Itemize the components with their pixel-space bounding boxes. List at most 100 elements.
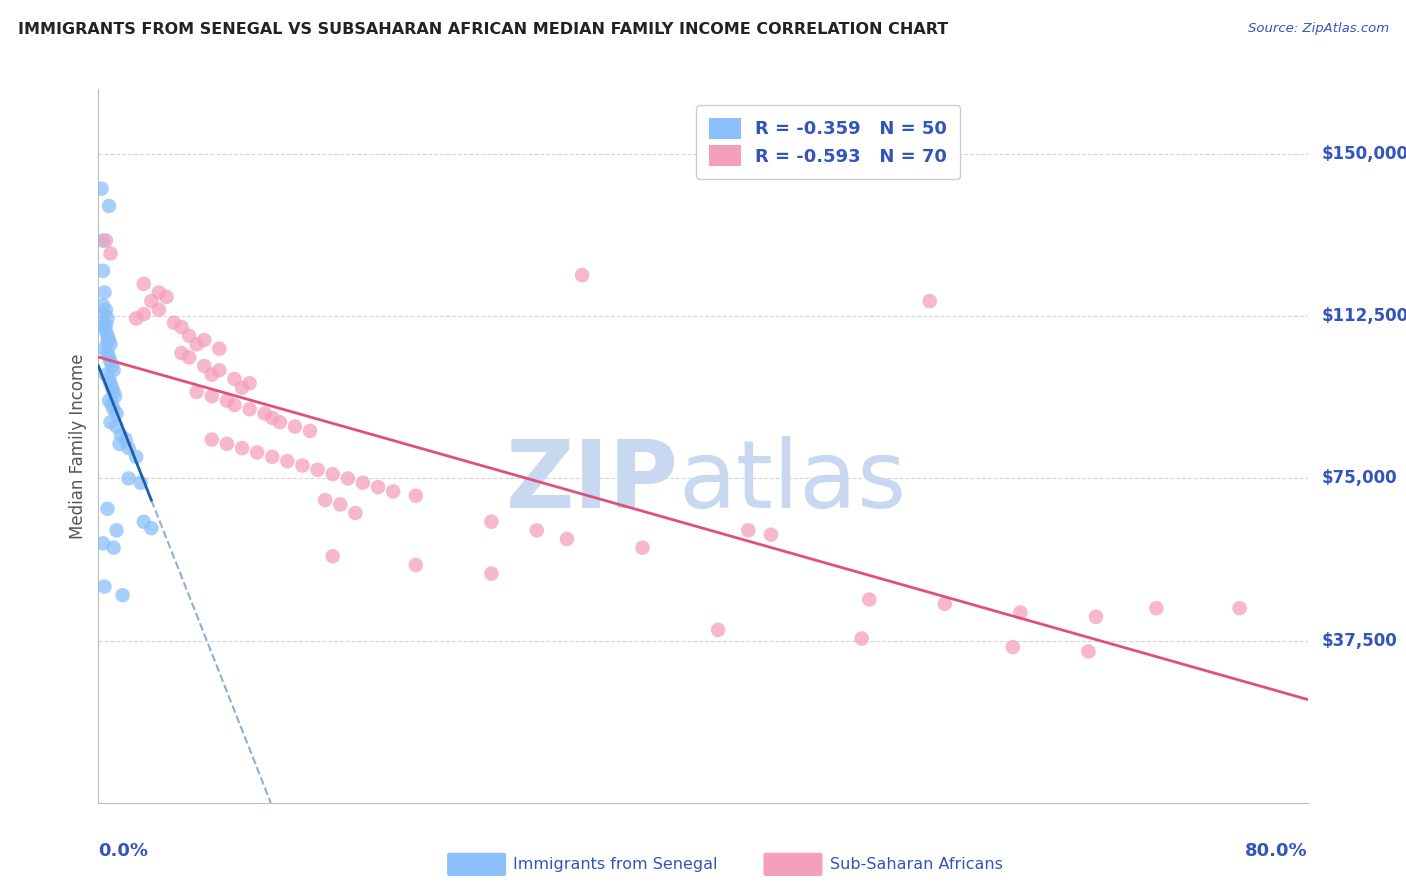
Text: atlas: atlas <box>679 435 907 528</box>
Point <box>132 515 155 529</box>
Point <box>114 433 136 447</box>
Point <box>100 376 122 391</box>
Point <box>90 182 112 196</box>
Point <box>111 588 134 602</box>
Point <box>737 524 759 538</box>
Point <box>93 580 115 594</box>
Point <box>93 320 115 334</box>
Point <box>105 419 128 434</box>
Point <box>322 549 344 564</box>
Point <box>94 318 117 332</box>
Point <box>707 623 730 637</box>
Point <box>481 515 503 529</box>
Point <box>108 437 131 451</box>
Point <box>186 337 208 351</box>
Point <box>91 316 114 330</box>
Point <box>141 294 163 309</box>
Point <box>105 407 128 421</box>
Point <box>1229 601 1251 615</box>
Point <box>98 199 121 213</box>
Point <box>91 536 114 550</box>
Point <box>262 410 284 425</box>
Point <box>155 290 177 304</box>
Point <box>299 424 322 438</box>
Point <box>322 467 344 482</box>
Point <box>851 632 873 646</box>
Text: Sub-Saharan Africans: Sub-Saharan Africans <box>830 857 1002 871</box>
Point <box>98 333 121 347</box>
Point <box>262 450 284 464</box>
Point <box>96 328 118 343</box>
Point <box>125 450 148 464</box>
Point <box>239 376 262 391</box>
Point <box>132 277 155 291</box>
Point <box>291 458 314 473</box>
Point <box>934 597 956 611</box>
Point <box>105 524 128 538</box>
Point <box>918 294 941 309</box>
Point <box>481 566 503 581</box>
Point <box>314 493 336 508</box>
Text: 80.0%: 80.0% <box>1244 842 1308 860</box>
Point <box>96 346 118 360</box>
Point <box>101 359 124 373</box>
Point <box>118 471 141 485</box>
Point <box>571 268 593 282</box>
Point <box>100 354 122 368</box>
Point <box>101 398 124 412</box>
Point <box>148 285 170 300</box>
Text: $37,500: $37,500 <box>1322 632 1398 649</box>
Point <box>110 428 132 442</box>
Point <box>104 389 127 403</box>
Point <box>231 381 253 395</box>
Point <box>129 475 152 490</box>
Text: $75,000: $75,000 <box>1322 469 1398 487</box>
Point <box>276 454 298 468</box>
Point <box>118 441 141 455</box>
Point <box>1085 610 1108 624</box>
Point <box>94 368 117 382</box>
Point <box>98 372 121 386</box>
Y-axis label: Median Family Income: Median Family Income <box>69 353 87 539</box>
Point <box>103 402 125 417</box>
Text: $112,500: $112,500 <box>1322 307 1406 326</box>
Point <box>215 393 238 408</box>
Point <box>201 389 224 403</box>
Point <box>98 393 121 408</box>
Point <box>100 415 122 429</box>
Point <box>329 497 352 511</box>
Point <box>94 325 117 339</box>
Point <box>193 359 215 373</box>
Point <box>186 384 208 399</box>
Point <box>103 363 125 377</box>
Point <box>208 363 231 377</box>
Point <box>1010 606 1032 620</box>
Point <box>405 558 427 572</box>
Legend: R = -0.359   N = 50, R = -0.593   N = 70: R = -0.359 N = 50, R = -0.593 N = 70 <box>696 105 960 178</box>
Point <box>215 437 238 451</box>
Point <box>269 415 291 429</box>
Text: $150,000: $150,000 <box>1322 145 1406 163</box>
Point <box>101 381 124 395</box>
Point <box>100 337 122 351</box>
Point <box>526 524 548 538</box>
Point <box>1144 601 1167 615</box>
Point <box>132 307 155 321</box>
Point <box>253 407 276 421</box>
Point <box>201 368 224 382</box>
Point <box>193 333 215 347</box>
Point <box>103 384 125 399</box>
Point <box>239 402 262 417</box>
Point <box>93 285 115 300</box>
Point <box>405 489 427 503</box>
Point <box>231 441 253 455</box>
Point <box>759 527 782 541</box>
Point <box>1001 640 1024 654</box>
Point <box>96 335 118 350</box>
Point <box>93 342 115 356</box>
Point <box>858 592 880 607</box>
Point <box>141 521 163 535</box>
Text: 0.0%: 0.0% <box>98 842 149 860</box>
Point <box>307 463 329 477</box>
Point <box>367 480 389 494</box>
